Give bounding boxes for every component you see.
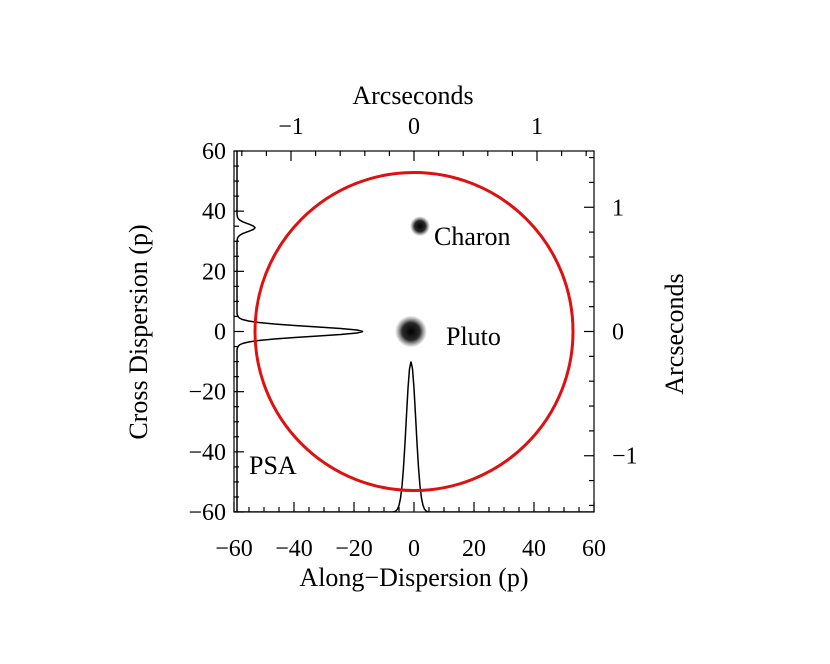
charon-image xyxy=(410,216,430,237)
x-tick-label: −40 xyxy=(275,536,313,562)
psa-label: PSA xyxy=(249,451,297,480)
x-tick-label: 60 xyxy=(582,536,606,562)
y-tick-label: 0 xyxy=(214,320,226,346)
pluto-image xyxy=(395,315,427,348)
y-tick-label: 20 xyxy=(202,259,226,285)
right-tick-label: −1 xyxy=(612,444,638,470)
top-tick-label: 0 xyxy=(408,114,420,140)
charon-label: Charon xyxy=(434,222,511,251)
x-tick-label: 40 xyxy=(522,536,546,562)
top-tick-label: 1 xyxy=(531,114,543,140)
x-profile-line xyxy=(234,361,594,512)
pluto-label: Pluto xyxy=(446,322,501,351)
right-axis-title: Arcseconds xyxy=(660,273,689,394)
object-images xyxy=(395,216,430,348)
x-tick-label: −20 xyxy=(335,536,373,562)
y-tick-label: −60 xyxy=(188,500,226,526)
right-tick-label: 0 xyxy=(612,320,624,346)
top-axis-title: Arcseconds xyxy=(352,81,473,110)
y-tick-label: −20 xyxy=(188,380,226,406)
y-axis-title: Cross Dispersion (p) xyxy=(124,224,153,439)
y-tick-label: 60 xyxy=(202,139,226,165)
x-axis-title: Along−Dispersion (p) xyxy=(299,563,528,592)
y-tick-label: 40 xyxy=(202,199,226,225)
right-tick-label: 1 xyxy=(612,195,624,221)
y-profile-line xyxy=(236,151,364,512)
tick-labels: −60 −40 −20 0 20 40 60 −60 −40 −20 0 20 40 60 −1 0 1 1 0 −1 xyxy=(188,114,637,562)
y-tick-label: −40 xyxy=(188,440,226,466)
x-tick-label: −60 xyxy=(215,536,253,562)
top-tick-label: −1 xyxy=(278,114,304,140)
x-tick-label: 20 xyxy=(462,536,486,562)
plot-frame xyxy=(233,150,595,513)
psa-aperture-circle xyxy=(253,171,575,492)
x-tick-label: 0 xyxy=(408,536,420,562)
